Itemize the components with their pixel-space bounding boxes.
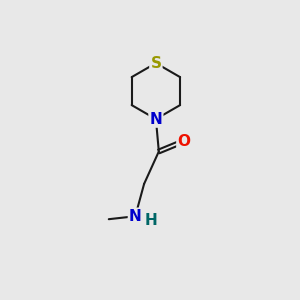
Text: O: O (177, 134, 190, 149)
Text: N: N (149, 112, 162, 127)
Text: S: S (150, 56, 161, 70)
Text: N: N (129, 209, 142, 224)
Text: H: H (145, 213, 158, 228)
